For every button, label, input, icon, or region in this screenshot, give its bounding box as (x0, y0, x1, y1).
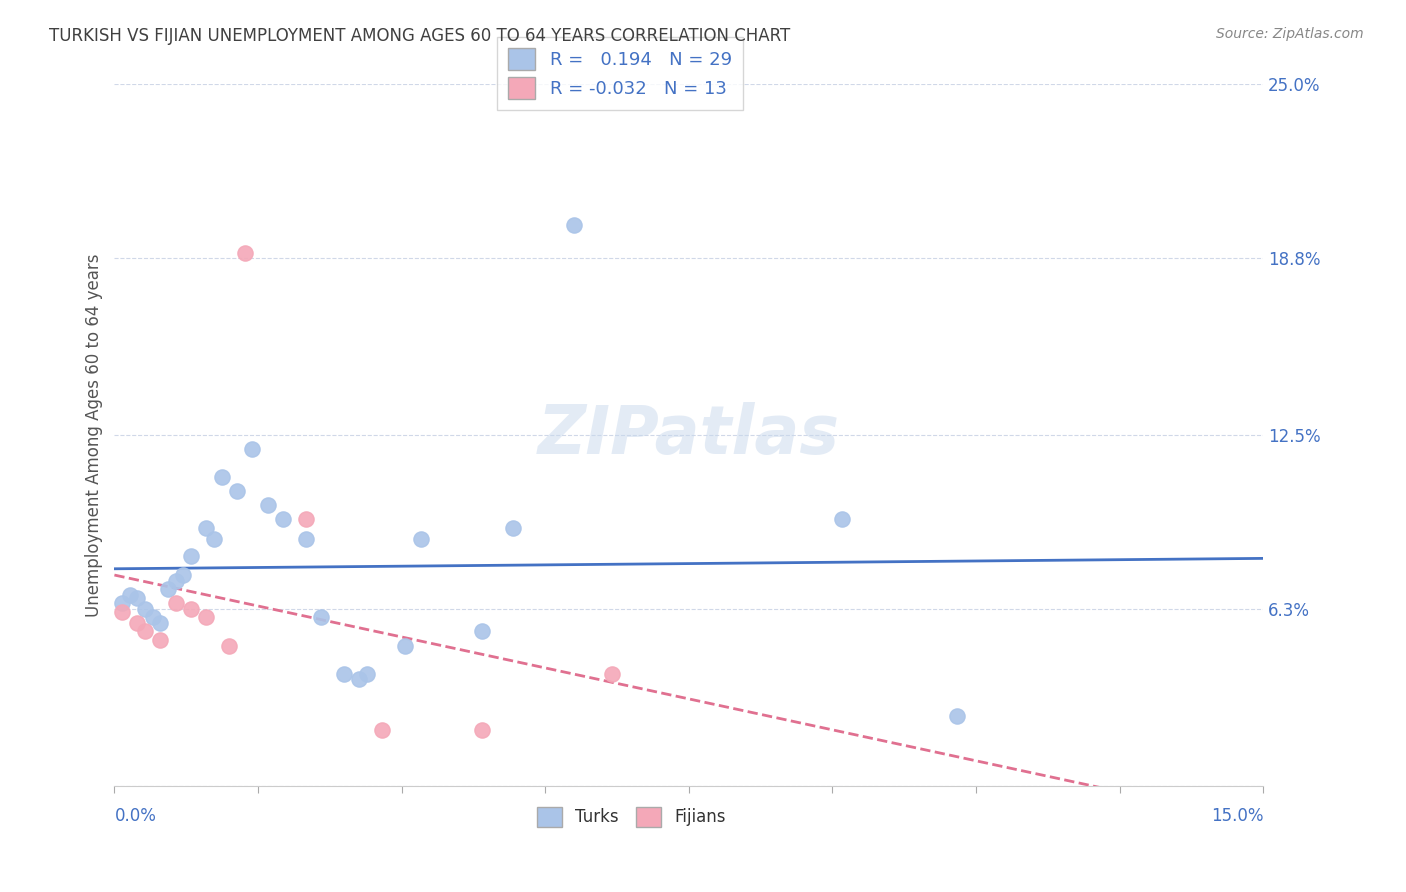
Point (271, 512, 294, 526)
Point (600, 666, 623, 681)
Point (256, 498, 278, 512)
Point (233, 245, 256, 260)
Text: ZIPatlas: ZIPatlas (538, 402, 839, 468)
Point (471, 624, 494, 639)
Point (134, 602, 156, 616)
Point (394, 639, 416, 653)
Text: Source: ZipAtlas.com: Source: ZipAtlas.com (1216, 27, 1364, 41)
Point (165, 574, 187, 588)
Point (118, 588, 141, 602)
Point (195, 610, 218, 624)
Point (202, 532, 225, 546)
Point (149, 632, 172, 647)
Point (295, 532, 318, 546)
Point (309, 610, 332, 624)
Point (127, 616, 149, 631)
Text: 0.0%: 0.0% (114, 807, 156, 825)
Point (831, 512, 853, 526)
Point (111, 596, 134, 610)
Point (502, 521, 524, 535)
Point (226, 484, 249, 499)
Text: TURKISH VS FIJIAN UNEMPLOYMENT AMONG AGES 60 TO 64 YEARS CORRELATION CHART: TURKISH VS FIJIAN UNEMPLOYMENT AMONG AGE… (49, 27, 790, 45)
Point (562, 218, 585, 232)
Point (211, 470, 233, 484)
Point (111, 605, 134, 619)
Point (356, 666, 378, 681)
Point (240, 442, 263, 457)
Point (149, 616, 172, 631)
Y-axis label: Unemployment Among Ages 60 to 64 years: Unemployment Among Ages 60 to 64 years (86, 253, 103, 617)
Point (180, 602, 202, 616)
Point (134, 624, 156, 639)
Point (180, 549, 202, 563)
Point (295, 512, 318, 526)
Point (142, 610, 165, 624)
Point (333, 666, 356, 681)
Point (471, 723, 494, 737)
Text: 15.0%: 15.0% (1211, 807, 1263, 825)
Point (195, 521, 218, 535)
Point (172, 568, 194, 582)
Point (157, 582, 180, 597)
Point (371, 723, 394, 737)
Point (349, 672, 371, 686)
Point (127, 591, 149, 605)
Point (946, 708, 969, 723)
Point (409, 532, 432, 546)
Point (165, 596, 187, 610)
Legend: Turks, Fijians: Turks, Fijians (530, 800, 733, 833)
Point (218, 639, 240, 653)
